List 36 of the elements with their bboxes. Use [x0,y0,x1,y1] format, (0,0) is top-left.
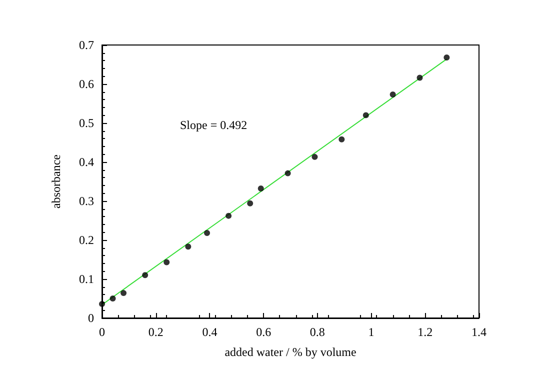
point [226,212,232,219]
y-tick-label: 0.6 [79,77,94,91]
point [204,230,210,236]
point [247,200,254,206]
point [99,300,105,307]
y-tick-label: 0.7 [79,38,94,52]
y-axis-title: absorbance [49,154,63,208]
x-tick-label: 0.2 [148,325,164,339]
y-tick-label: 0.3 [79,194,94,208]
point [185,244,192,250]
point [164,259,170,266]
x-tick-label: 0.4 [202,325,218,339]
x-tick-label: 1 [368,325,374,339]
x-tick-label: 1.4 [472,325,486,339]
y-tick-label: 0.1 [79,272,94,286]
point [142,272,148,278]
point [338,136,345,142]
point [110,296,116,302]
annotation: Slope = 0.492 [180,118,248,132]
point [284,170,291,176]
point [444,54,450,60]
point [416,74,423,81]
x-tick-label: 1.2 [418,325,433,339]
point [390,92,396,98]
x-axis-title: added water / % by volume [224,345,356,359]
y-tick-label: 0 [88,311,94,325]
x-tick-label: 0.8 [310,325,325,339]
point [120,290,127,296]
point [312,154,318,160]
y-tick-label: 0.4 [79,155,94,169]
y-tick-label: 0.5 [79,116,94,130]
point [258,186,264,192]
point [362,112,369,118]
x-tick-label: 0 [99,325,105,339]
y-tick-label: 0.2 [79,233,94,247]
x-tick-label: 0.6 [256,325,272,339]
